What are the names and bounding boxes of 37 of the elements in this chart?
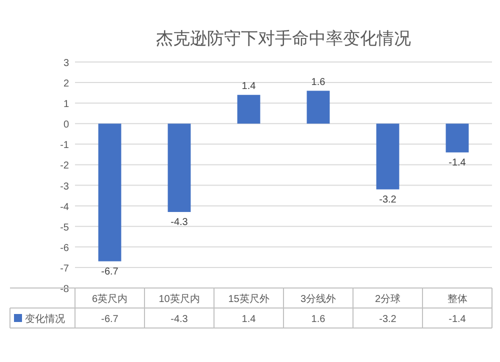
y-tick-label: -5 <box>60 222 70 234</box>
data-label: -3.2 <box>379 194 397 206</box>
x-tick-label: 整体 <box>447 293 468 305</box>
data-label: 1.4 <box>242 80 256 92</box>
y-tick-label: 1 <box>63 99 70 110</box>
y-tick-label: -3 <box>60 181 70 192</box>
data-label: -6.7 <box>101 266 119 278</box>
x-tick-label: 3分线外 <box>300 293 336 305</box>
y-tick-label: -1 <box>60 140 70 152</box>
chart-title: 杰克逊防守下对手命中率变化情况 <box>156 29 411 48</box>
bar <box>446 124 469 152</box>
legend-label: 变化情况 <box>25 313 65 325</box>
text: 1.4 <box>242 314 256 325</box>
y-tick-label: 2 <box>63 78 70 90</box>
text: -6.7 <box>101 314 119 325</box>
text: -4.3 <box>170 314 188 325</box>
text: -1.4 <box>448 314 466 325</box>
bar <box>376 124 400 190</box>
y-tick-label: -6 <box>60 242 70 254</box>
data-label: 1.6 <box>311 76 326 88</box>
text: 1.6 <box>311 314 326 325</box>
x-tick-label: 15英尺外 <box>228 293 270 305</box>
y-tick-label: 0 <box>63 120 70 131</box>
y-tick-label: -2 <box>60 160 70 172</box>
x-tick-label: 2分球 <box>374 293 401 305</box>
bar <box>306 90 330 124</box>
bar <box>98 124 122 262</box>
text: -3.2 <box>379 314 397 325</box>
y-tick-label: 3 <box>63 58 70 69</box>
data-label: -4.3 <box>170 216 188 228</box>
y-tick-label: -4 <box>60 202 70 213</box>
x-tick-label: 10英尺内 <box>158 293 200 305</box>
data-label: -1.4 <box>448 157 466 168</box>
bar <box>237 94 260 124</box>
bar <box>168 124 191 212</box>
y-tick-label: -7 <box>60 263 70 274</box>
x-tick-label: 6英尺内 <box>92 293 128 305</box>
